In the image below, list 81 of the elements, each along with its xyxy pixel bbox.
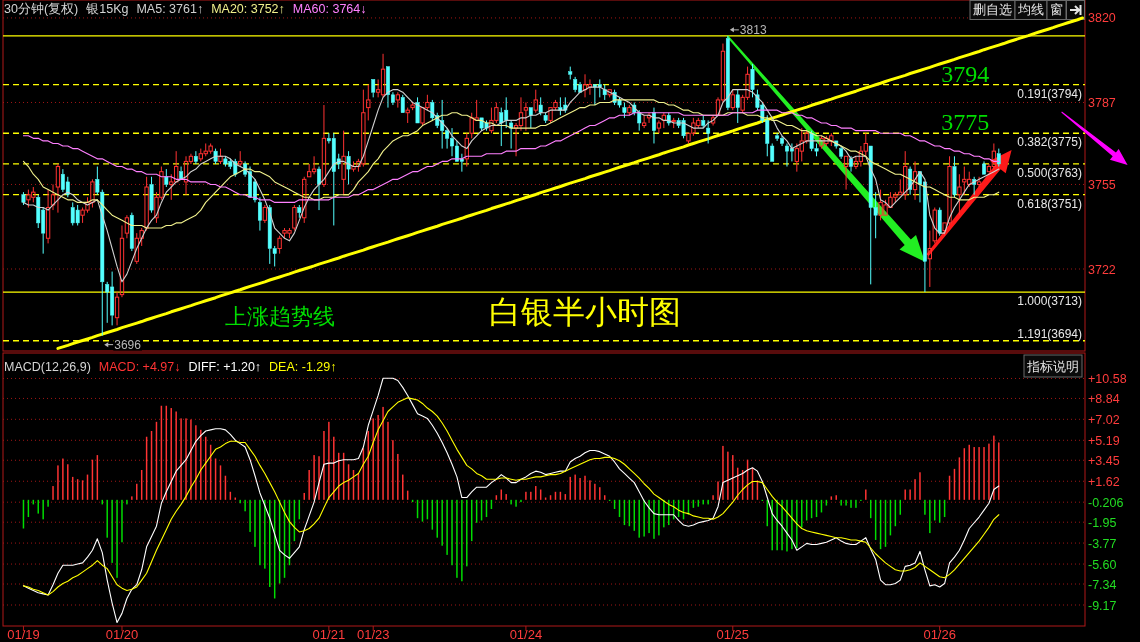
ref-line-label: 0.500(3763) — [1017, 165, 1082, 180]
ref-line-label: 1.000(3713) — [1017, 294, 1082, 309]
candlestick — [597, 78, 602, 98]
chart-title: 30分钟(复权) — [4, 2, 79, 16]
ref-line-label: 1.191(3694) — [1017, 326, 1082, 341]
candlestick — [523, 101, 529, 132]
candlestick — [114, 291, 120, 326]
y-tick-label: 3820 — [1088, 11, 1116, 26]
y-tick-label: -7.34 — [1088, 577, 1117, 592]
y-tick-label: +8.84 — [1088, 391, 1120, 406]
y-tick-label: +7.02 — [1088, 412, 1120, 427]
candlestick — [50, 183, 56, 211]
annotation: 删自选 — [973, 2, 1012, 18]
y-tick-label: +3.45 — [1088, 453, 1120, 468]
candlestick — [849, 155, 853, 173]
candlestick — [927, 230, 933, 288]
candlestick — [464, 132, 469, 168]
legend: MACD: +4.97↓ DIFF: +1.20↑ DEA: -1.29↑ — [98, 360, 337, 374]
y-tick-label: -5.60 — [1088, 557, 1117, 572]
candlestick — [124, 214, 130, 239]
text: MACD(12,26,9) — [4, 360, 91, 374]
candlestick — [346, 150, 351, 185]
candlestick — [311, 155, 317, 175]
y-tick-label: -3.77 — [1088, 536, 1117, 551]
annotation: 均线 — [1017, 2, 1044, 18]
ref-line-label: 0.191(3794) — [1017, 86, 1082, 101]
candlestick — [193, 150, 198, 165]
annotation: 3775 — [941, 109, 990, 136]
candlestick — [341, 130, 346, 196]
candlestick — [656, 119, 662, 134]
line-series — [22, 397, 1000, 596]
annotation: 3813 — [739, 23, 767, 38]
candlestick — [119, 224, 125, 298]
candlestick — [912, 160, 918, 201]
candlestick — [858, 145, 864, 168]
legend: MA5: 3761↑ MA20: 3752↑ MA60: 3764↓ — [136, 2, 367, 16]
candlestick — [380, 53, 386, 98]
candlestick — [183, 155, 189, 196]
y-tick-label: +5.19 — [1088, 433, 1120, 448]
candlestick — [366, 84, 371, 121]
candlestick — [957, 173, 962, 216]
candlestick — [789, 142, 794, 162]
y-tick-label: 3787 — [1088, 95, 1116, 110]
candlestick — [321, 104, 327, 188]
buttons: 指标说明 — [1023, 354, 1083, 378]
line-series — [22, 86, 1000, 283]
candlestick — [775, 132, 780, 142]
ref-line-label: 0.382(3775) — [1017, 135, 1082, 150]
candlestick — [853, 155, 859, 170]
x-tick-label: 01/26 — [923, 627, 956, 642]
annotation: 窗 — [1050, 2, 1063, 18]
candlestick — [518, 96, 524, 132]
y-tick-label: 3755 — [1088, 177, 1116, 192]
x-tick-label: 01/21 — [312, 627, 346, 642]
annotation: 上涨趋势线 — [224, 303, 335, 329]
candlestick — [976, 176, 982, 188]
candlestick — [991, 142, 997, 170]
annotation: 3794 — [941, 60, 990, 87]
candlestick — [45, 189, 51, 244]
x-tick-label: 01/25 — [716, 627, 750, 642]
line-series — [22, 109, 1000, 203]
y-tick-label: -9.17 — [1088, 598, 1117, 613]
annotation: 白银半小时图 — [488, 293, 681, 330]
y-tick-label: -1.95 — [1088, 515, 1117, 530]
y-tick-label: +1.62 — [1088, 474, 1120, 489]
y-tick-label: 3722 — [1088, 262, 1116, 277]
y-tick-label: +10.58 — [1088, 371, 1127, 386]
candlestick — [55, 163, 61, 214]
candlestick — [725, 35, 730, 111]
annotation: 3696 — [114, 338, 142, 353]
line-series — [22, 377, 1000, 624]
candlestick — [257, 196, 262, 232]
candlestick — [652, 107, 656, 144]
x-tick-label: 01/19 — [7, 627, 40, 642]
chart-subtitle: 银15Kg — [85, 2, 129, 16]
x-tick-label: 01/20 — [105, 627, 139, 642]
ref-line-label: 0.618(3751) — [1017, 196, 1082, 211]
y-tick-label: -0.206 — [1088, 495, 1124, 510]
x-tick-label: 01/24 — [509, 627, 543, 642]
candlestick — [641, 114, 647, 129]
x-tick-label: 01/23 — [356, 627, 390, 642]
